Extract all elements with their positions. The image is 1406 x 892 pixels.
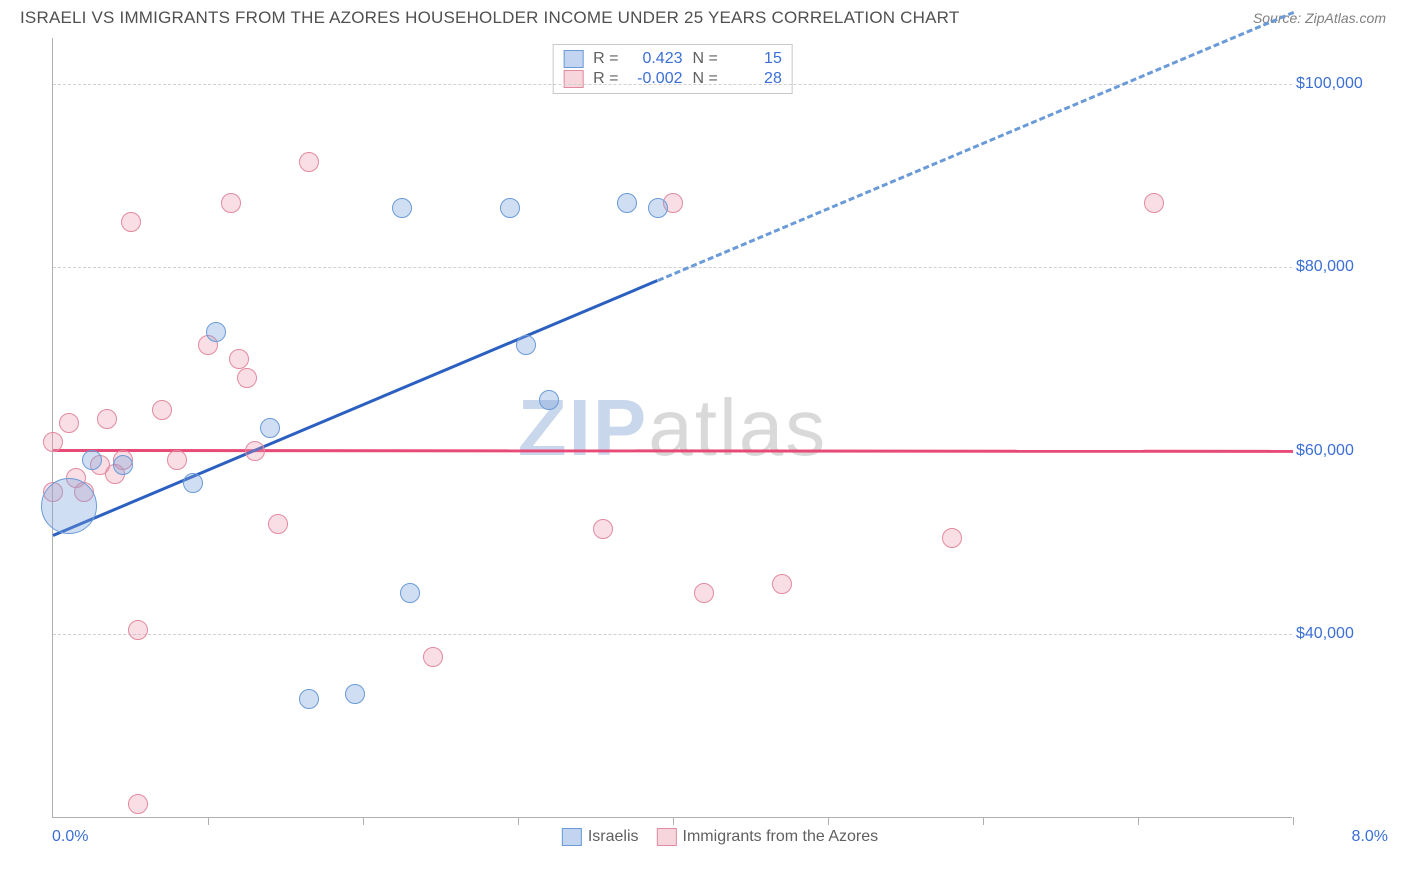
data-point-pink (229, 349, 249, 369)
data-point-pink (128, 620, 148, 640)
data-point-pink (245, 441, 265, 461)
series-legend: Israelis Immigrants from the Azores (562, 828, 878, 846)
data-point-pink (121, 212, 141, 232)
watermark: ZIPatlas (518, 382, 827, 474)
chart-title: ISRAELI VS IMMIGRANTS FROM THE AZORES HO… (20, 8, 959, 28)
swatch-blue-icon (563, 50, 583, 68)
data-point-pink (43, 432, 63, 452)
swatch-pink-icon (563, 70, 583, 88)
x-tick (828, 817, 829, 825)
data-point-pink (167, 450, 187, 470)
regression-line-pink (53, 449, 1293, 453)
y-tick-label: $60,000 (1296, 442, 1376, 460)
data-point-blue (41, 478, 97, 534)
legend-label: Immigrants from the Azores (683, 828, 879, 845)
data-point-blue (82, 450, 102, 470)
stat-n-value: 15 (728, 50, 782, 68)
data-point-blue (539, 390, 559, 410)
data-point-pink (772, 574, 792, 594)
data-point-pink (423, 647, 443, 667)
scatter-plot: ZIPatlas R = 0.423 N = 15 R = -0.002 N =… (52, 38, 1292, 818)
gridline (53, 84, 1292, 85)
x-tick (1138, 817, 1139, 825)
data-point-pink (593, 519, 613, 539)
data-point-blue (400, 583, 420, 603)
regression-line-blue-solid (52, 279, 658, 537)
stat-r-value: 0.423 (629, 50, 683, 68)
stat-r-label: R = (593, 50, 618, 68)
data-point-pink (128, 794, 148, 814)
stats-row: R = 0.423 N = 15 (563, 49, 782, 69)
x-tick (983, 817, 984, 825)
data-point-pink (59, 413, 79, 433)
x-tick (1293, 817, 1294, 825)
stat-n-value: 28 (728, 70, 782, 88)
x-tick (518, 817, 519, 825)
data-point-blue (299, 689, 319, 709)
correlation-stats-legend: R = 0.423 N = 15 R = -0.002 N = 28 (552, 44, 793, 94)
swatch-pink-icon (657, 828, 677, 846)
gridline (53, 267, 1292, 268)
y-tick-label: $100,000 (1296, 75, 1376, 93)
data-point-blue (516, 335, 536, 355)
legend-item: Israelis (562, 828, 639, 846)
data-point-pink (268, 514, 288, 534)
data-point-pink (1144, 193, 1164, 213)
x-axis-max-label: 8.0% (1352, 828, 1388, 846)
y-tick-label: $40,000 (1296, 625, 1376, 643)
stat-n-label: N = (693, 50, 718, 68)
x-tick (363, 817, 364, 825)
stat-r-value: -0.002 (629, 70, 683, 88)
data-point-pink (942, 528, 962, 548)
data-point-blue (617, 193, 637, 213)
data-point-blue (260, 418, 280, 438)
data-point-blue (500, 198, 520, 218)
stat-r-label: R = (593, 70, 618, 88)
data-point-pink (152, 400, 172, 420)
data-point-pink (299, 152, 319, 172)
data-point-pink (237, 368, 257, 388)
y-tick-label: $80,000 (1296, 258, 1376, 276)
data-point-blue (648, 198, 668, 218)
data-point-blue (183, 473, 203, 493)
x-axis-min-label: 0.0% (52, 828, 88, 846)
x-tick (673, 817, 674, 825)
stat-n-label: N = (693, 70, 718, 88)
data-point-blue (206, 322, 226, 342)
data-point-blue (345, 684, 365, 704)
watermark-zip: ZIP (518, 383, 648, 472)
x-tick (208, 817, 209, 825)
stats-row: R = -0.002 N = 28 (563, 69, 782, 89)
gridline (53, 634, 1292, 635)
data-point-pink (97, 409, 117, 429)
data-point-pink (221, 193, 241, 213)
source-attribution: Source: ZipAtlas.com (1253, 10, 1386, 26)
legend-item: Immigrants from the Azores (657, 828, 879, 846)
legend-label: Israelis (588, 828, 639, 845)
data-point-blue (392, 198, 412, 218)
data-point-pink (694, 583, 714, 603)
swatch-blue-icon (562, 828, 582, 846)
data-point-blue (113, 455, 133, 475)
watermark-atlas: atlas (648, 383, 827, 472)
